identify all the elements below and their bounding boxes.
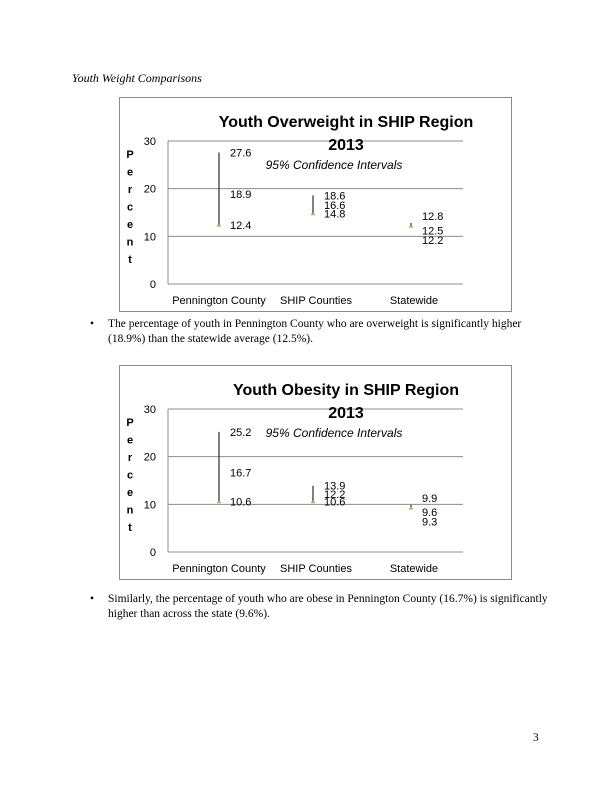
y-axis-label-letter: t — [128, 522, 132, 534]
lower-data-label: 9.3 — [422, 517, 437, 529]
bullet-text: Similarly, the percentage of youth who a… — [108, 593, 548, 620]
y-axis-label-letter: c — [127, 202, 133, 214]
y-axis-label-letter: t — [128, 254, 132, 266]
chart-title: Youth Obesity in SHIP Region — [233, 382, 459, 399]
estimate-data-label: 9.6 — [422, 507, 437, 519]
y-tick-label: 20 — [144, 184, 156, 196]
estimate-data-label: 16.7 — [230, 467, 251, 479]
section-heading: Youth Weight Comparisons — [72, 71, 202, 85]
x-tick-label: Pennington County — [172, 563, 266, 575]
bullet-obesity: • Similarly, the percentage of youth who… — [90, 592, 550, 622]
estimate-data-label: 18.9 — [230, 189, 251, 201]
upper-data-label: 9.9 — [422, 493, 437, 505]
upper-data-label: 25.2 — [230, 427, 251, 439]
bullet-dot: • — [90, 318, 95, 330]
y-axis-label-letter: n — [127, 505, 134, 517]
y-tick-label: 10 — [144, 231, 156, 243]
lower-data-label: 12.2 — [422, 235, 443, 247]
y-axis-label-letter: e — [127, 219, 133, 231]
page-number: 3 — [533, 732, 539, 744]
y-axis-label-letter: r — [128, 184, 133, 196]
estimate-data-label: 12.5 — [422, 225, 443, 237]
bullet-dot: • — [90, 593, 95, 605]
bullet-overweight: • The percentage of youth in Pennington … — [90, 317, 550, 347]
upper-data-label: 18.6 — [324, 190, 345, 202]
x-tick-label: Statewide — [390, 295, 438, 307]
chart-subtitle: 95% Confidence Intervals — [266, 426, 403, 440]
y-axis-label-letter: e — [127, 487, 133, 499]
chart-title-line2: 2013 — [328, 405, 364, 422]
x-tick-label: SHIP Counties — [280, 295, 352, 307]
upper-data-label: 12.8 — [422, 211, 443, 223]
y-tick-label: 0 — [150, 547, 156, 559]
y-axis-label-letter: n — [127, 237, 134, 249]
y-tick-label: 20 — [144, 452, 156, 464]
y-tick-label: 10 — [144, 499, 156, 511]
y-axis-label-letter: P — [126, 149, 133, 161]
y-axis-label-letter: r — [128, 452, 133, 464]
chart-subtitle: 95% Confidence Intervals — [266, 158, 403, 172]
x-tick-label: Pennington County — [172, 295, 266, 307]
y-tick-label: 30 — [144, 404, 156, 416]
x-tick-label: Statewide — [390, 563, 438, 575]
x-tick-label: SHIP Counties — [280, 563, 352, 575]
estimate-data-label: 16.6 — [324, 200, 345, 212]
upper-data-label: 27.6 — [230, 147, 251, 159]
estimate-data-label: 12.2 — [324, 489, 345, 501]
lower-data-label: 10.6 — [324, 496, 345, 508]
y-axis-label-letter: P — [126, 417, 133, 429]
chart-title-line2: 2013 — [328, 137, 364, 154]
lower-data-label: 10.6 — [230, 496, 251, 508]
chart-title: Youth Overweight in SHIP Region — [219, 114, 474, 131]
y-axis-label-letter: e — [127, 167, 133, 179]
y-axis-label-letter: c — [127, 470, 133, 482]
upper-data-label: 13.9 — [324, 481, 345, 493]
y-tick-label: 0 — [150, 279, 156, 291]
y-axis-label-letter: e — [127, 435, 133, 447]
lower-data-label: 14.8 — [324, 208, 345, 220]
bullet-text: The percentage of youth in Pennington Co… — [108, 318, 522, 345]
lower-data-label: 12.4 — [230, 220, 251, 232]
y-tick-label: 30 — [144, 136, 156, 148]
